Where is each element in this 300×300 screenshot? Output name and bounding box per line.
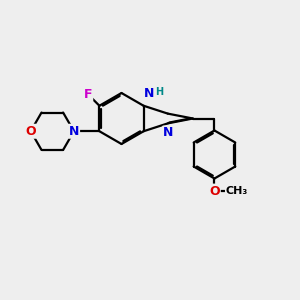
Text: N: N	[163, 127, 174, 140]
Text: H: H	[155, 87, 163, 97]
Text: F: F	[84, 88, 92, 101]
Text: O: O	[26, 125, 36, 138]
Text: CH₃: CH₃	[226, 186, 248, 196]
Text: N: N	[144, 87, 154, 100]
Text: N: N	[69, 125, 79, 138]
Text: O: O	[209, 184, 220, 198]
